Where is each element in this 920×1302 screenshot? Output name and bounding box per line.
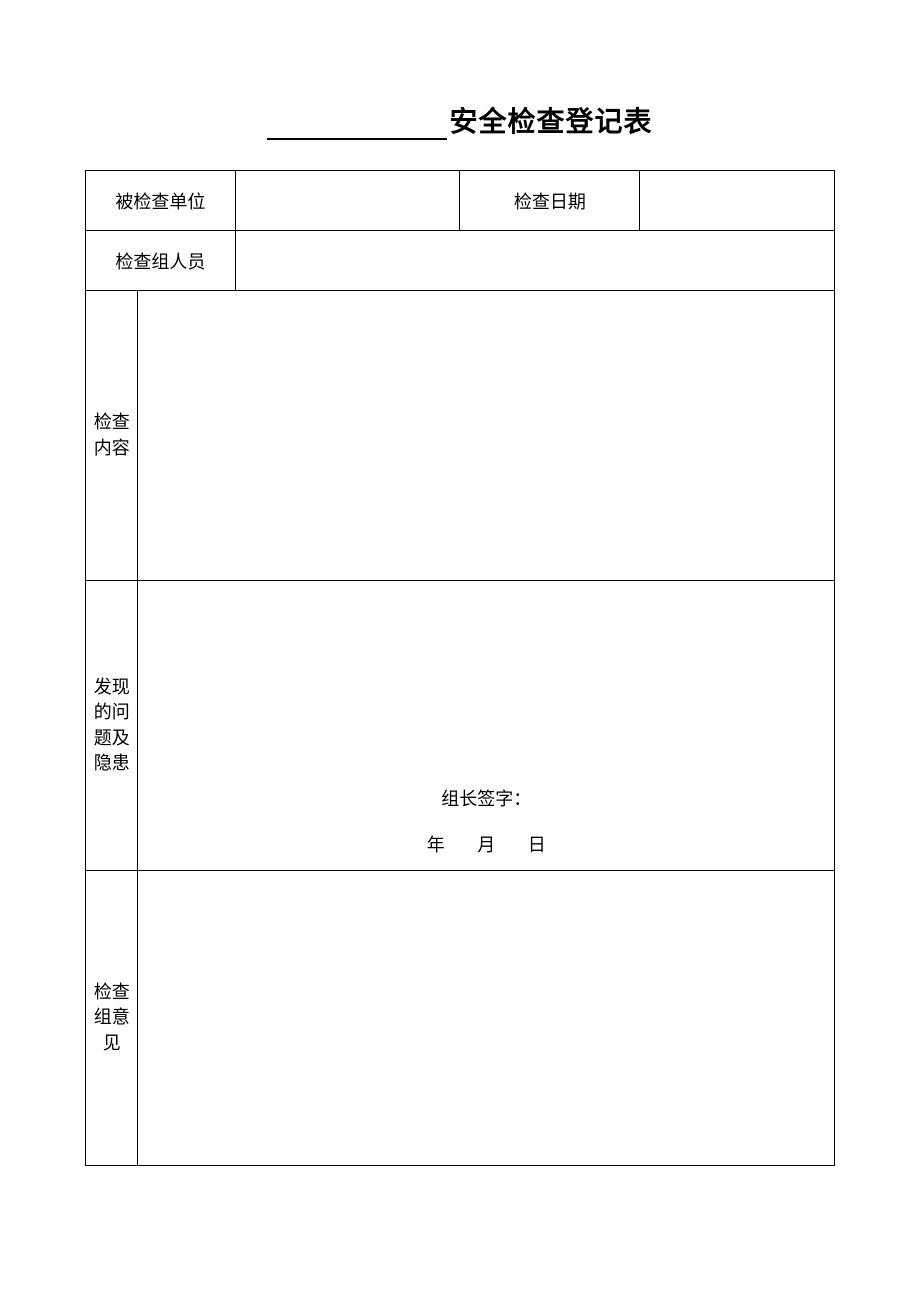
date-day: 日	[528, 835, 546, 855]
value-team-members	[235, 231, 834, 291]
date-year: 年	[427, 835, 445, 855]
form-title: 安全检查登记表	[85, 100, 835, 140]
label-inspection-date: 检查日期	[460, 171, 640, 231]
label-team-members: 检查组人员	[86, 231, 236, 291]
table-row: 被检查单位 检查日期	[86, 171, 835, 231]
value-inspected-unit	[235, 171, 460, 231]
inspection-form-table: 被检查单位 检查日期 检查组人员 检查 内容 发现 的问 题及 隐患 检查 组意…	[85, 170, 835, 1166]
label-problems-found-text: 发现 的问 题及 隐患	[90, 675, 133, 776]
label-inspection-content-text: 检查 内容	[90, 410, 133, 460]
table-row: 检查组人员	[86, 231, 835, 291]
value-inspection-date	[640, 171, 835, 231]
label-team-opinion: 检查 组意 见	[86, 871, 138, 1166]
label-inspected-unit: 被检查单位	[86, 171, 236, 231]
title-text: 安全检查登记表	[449, 107, 652, 138]
date-line: 年 月 日	[142, 831, 830, 857]
label-inspection-content: 检查 内容	[86, 291, 138, 581]
label-team-opinion-text: 检查 组意 见	[90, 980, 133, 1056]
title-blank-underline	[267, 112, 447, 140]
signature-label: 组长签字：	[142, 785, 830, 811]
table-row: 检查 组意 见 组长签字： 年 月 日	[86, 871, 835, 1166]
table-row: 检查 内容	[86, 291, 835, 581]
value-team-opinion: 组长签字： 年 月 日	[138, 871, 835, 1166]
date-month: 月	[477, 835, 495, 855]
label-problems-found: 发现 的问 题及 隐患	[86, 581, 138, 871]
value-inspection-content	[138, 291, 835, 581]
